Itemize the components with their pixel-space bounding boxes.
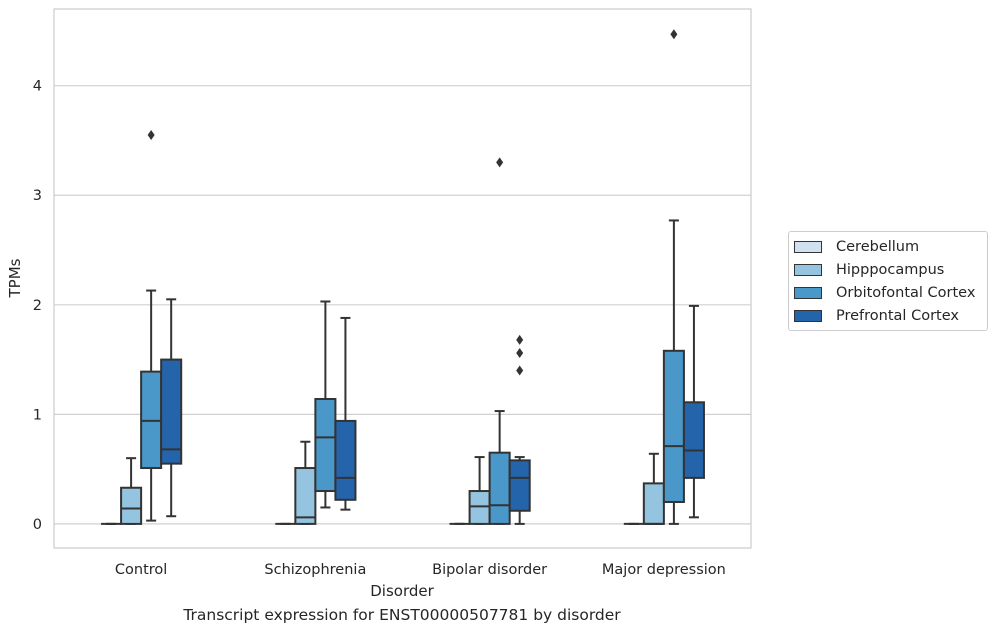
iqr-box [468,490,491,525]
x-axis-label: Disorder [370,582,434,600]
y-tick-label-4: 4 [33,79,42,95]
legend-entry-cerebellum: Cerebellum [789,235,987,258]
box-orbitofontal-cortex-1 [314,300,337,509]
iqr-box [160,358,183,465]
iqr-box [508,459,531,512]
x-tick-label-0: Control [115,562,167,578]
outlier-point-1 [516,347,524,358]
iqr-box [682,401,705,479]
box-prefrontal-cortex-2 [508,334,531,525]
y-tick-label-0: 0 [33,517,42,533]
box-orbitofontal-cortex-2 [488,157,511,525]
y-tick-labels: 0 1 2 3 4 [33,79,42,533]
box-prefrontal-cortex-3 [682,304,705,519]
iqr-box [488,451,511,525]
iqr-box [642,482,665,525]
legend-label: Prefrontal Cortex [836,307,959,324]
legend-entry-hipppocampus: Hipppocampus [789,258,987,281]
plot-frame [53,8,752,549]
outlier-point-0 [496,157,504,168]
x-tick-label-2: Bipolar disorder [432,562,547,578]
box-hipppocampus-0 [120,457,143,525]
boxes [101,29,705,525]
chart-caption: Transcript expression for ENST0000050778… [183,606,621,624]
y-tick-label-1: 1 [33,407,42,423]
iqr-box [314,398,337,493]
box-hipppocampus-2 [468,456,491,525]
iqr-box [662,349,685,503]
iqr-box [140,370,163,470]
legend-entry-orbitofontal-cortex: Orbitofontal Cortex [789,281,987,304]
legend: Cerebellum Hipppocampus Orbitofontal Corte… [788,231,988,331]
y-tick-label-2: 2 [33,298,42,314]
legend-label: Cerebellum [836,238,920,255]
legend-label: Hipppocampus [836,261,945,278]
box-prefrontal-cortex-1 [334,316,357,511]
box-orbitofontal-cortex-3 [662,29,685,525]
x-tick-label-3: Major depression [602,562,726,578]
outlier-point-0 [516,365,524,376]
legend-entry-prefrontal-cortex: Prefrontal Cortex [789,304,987,327]
y-tick-label-3: 3 [33,188,42,204]
box-prefrontal-cortex-0 [160,298,183,518]
box-hipppocampus-3 [642,452,665,525]
outlier-point-0 [670,29,678,40]
box-hipppocampus-1 [294,440,317,525]
x-tick-label-1: Schizophrenia [264,562,366,578]
outlier-point-0 [147,129,155,140]
legend-swatch [794,240,822,253]
legend-swatch [794,309,822,322]
box-orbitofontal-cortex-0 [140,129,163,522]
legend-swatch [794,286,822,299]
legend-swatch [794,263,822,276]
y-axis-label: TPMs [6,258,24,298]
iqr-box [294,467,317,525]
outlier-point-2 [516,334,524,345]
legend-label: Orbitofontal Cortex [836,284,976,301]
iqr-box [120,486,143,525]
x-tick-labels: Control Schizophrenia Bipolar disorder Majo… [115,562,726,578]
iqr-box [334,419,357,501]
